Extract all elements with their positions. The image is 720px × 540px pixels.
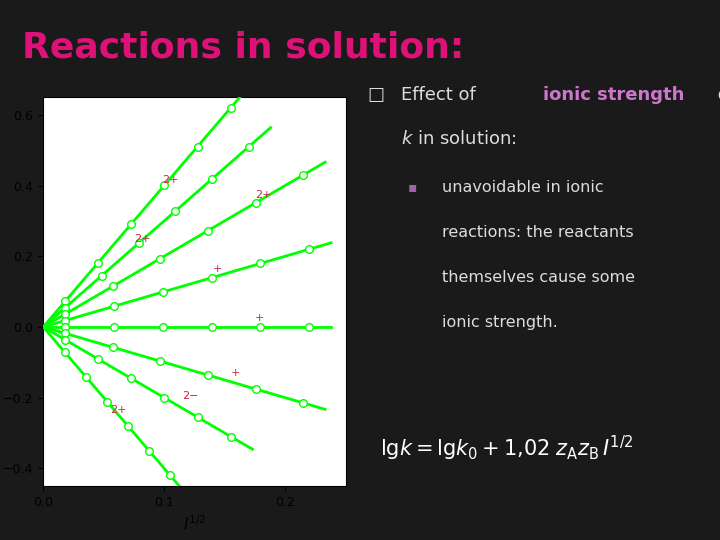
Text: +: + bbox=[230, 368, 240, 378]
Text: +: + bbox=[212, 264, 222, 274]
Text: 2−: 2− bbox=[182, 391, 199, 401]
Text: Effect of: Effect of bbox=[401, 86, 482, 104]
Text: 2+: 2+ bbox=[109, 406, 126, 415]
Text: $\mathrm{lg}k = \mathrm{lg}k_0 + 1{,}02\;z_\mathrm{A}z_\mathrm{B}\,I^{1/2}$: $\mathrm{lg}k = \mathrm{lg}k_0 + 1{,}02\… bbox=[380, 434, 634, 463]
Text: $k$ in solution:: $k$ in solution: bbox=[401, 130, 516, 148]
Text: □: □ bbox=[367, 86, 384, 104]
Text: Reactions in solution:: Reactions in solution: bbox=[22, 31, 464, 64]
X-axis label: $I^{1/2}$: $I^{1/2}$ bbox=[183, 514, 206, 533]
Text: on: on bbox=[712, 86, 720, 104]
Text: unavoidable in ionic: unavoidable in ionic bbox=[441, 180, 603, 195]
Text: 2+: 2+ bbox=[255, 190, 271, 200]
Text: reactions: the reactants: reactions: the reactants bbox=[441, 225, 634, 240]
Text: ionic strength.: ionic strength. bbox=[441, 315, 557, 330]
Text: 2+: 2+ bbox=[134, 234, 150, 244]
Text: 2+: 2+ bbox=[162, 175, 179, 185]
Text: +: + bbox=[255, 313, 264, 323]
Text: ▪: ▪ bbox=[408, 180, 417, 194]
Text: ionic strength: ionic strength bbox=[543, 86, 685, 104]
Text: themselves cause some: themselves cause some bbox=[441, 270, 634, 285]
